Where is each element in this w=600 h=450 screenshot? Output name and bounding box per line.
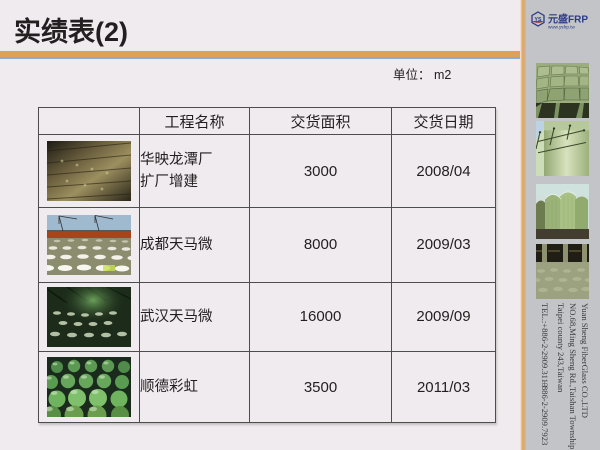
svg-text:www.ysfrp.tw: www.ysfrp.tw [548, 25, 575, 30]
svg-text:YS: YS [535, 17, 542, 23]
